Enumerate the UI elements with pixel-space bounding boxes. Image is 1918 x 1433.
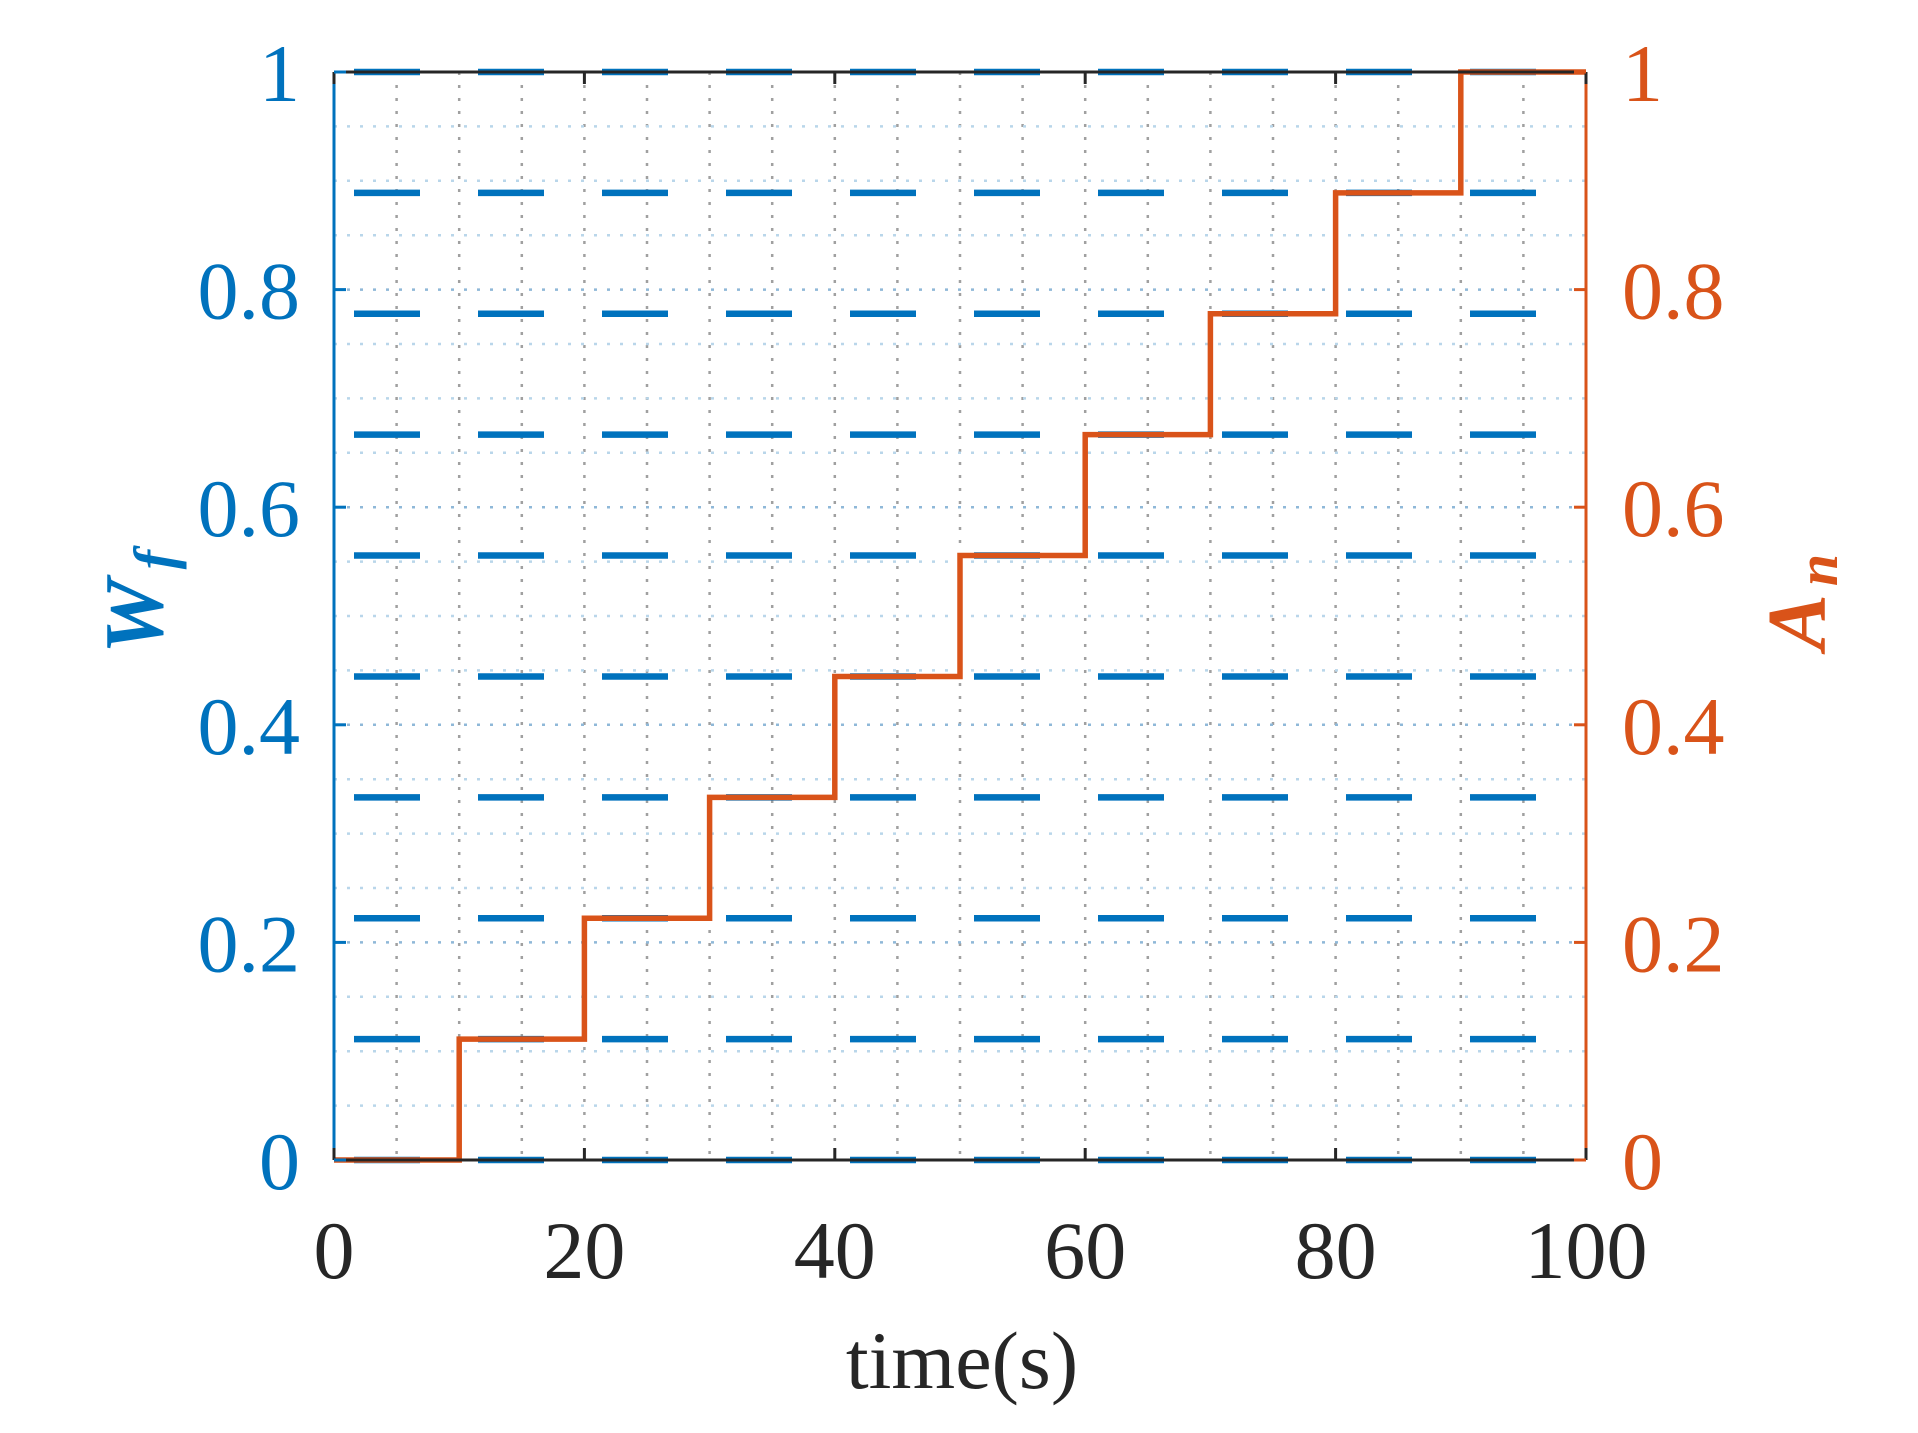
right-tick-label: 0.2 <box>1622 898 1725 989</box>
right-axis-title-main: A <box>1751 594 1844 655</box>
x-tick-label: 100 <box>1525 1205 1648 1296</box>
x-tick-label: 80 <box>1295 1205 1377 1296</box>
right-tick-label: 0.8 <box>1622 246 1725 337</box>
right-tick-label: 0.4 <box>1622 681 1725 772</box>
left-tick-label: 0.6 <box>198 463 301 554</box>
svg-text:An: An <box>1751 554 1850 655</box>
x-tick-label: 0 <box>314 1205 355 1296</box>
right-tick-label: 0.6 <box>1622 463 1725 554</box>
left-tick-label: 0.4 <box>198 681 301 772</box>
stairs-line <box>334 69 1586 1163</box>
x-axis-title: time(s) <box>846 1315 1078 1406</box>
svg-text:Wf: Wf <box>88 544 187 654</box>
x-tick-label: 20 <box>543 1205 625 1296</box>
left-tick-label: 0.8 <box>198 246 301 337</box>
left-axis-title-sub: f <box>122 544 187 569</box>
left-tick-label: 1 <box>259 28 300 119</box>
left-tick-label: 0 <box>259 1116 300 1207</box>
axes <box>332 70 1588 1162</box>
grid <box>334 72 1586 1160</box>
x-tick-label: 40 <box>794 1205 876 1296</box>
right-axis-title: An <box>1751 554 1850 655</box>
left-axis-title: Wf <box>88 544 187 654</box>
right-tick-label: 1 <box>1622 28 1663 119</box>
left-tick-label: 0.2 <box>198 898 301 989</box>
right-tick-label: 0 <box>1622 1116 1663 1207</box>
right-axis-title-sub: n <box>1785 554 1850 586</box>
x-tick-label: 60 <box>1044 1205 1126 1296</box>
left-axis-title-main: W <box>88 574 181 654</box>
